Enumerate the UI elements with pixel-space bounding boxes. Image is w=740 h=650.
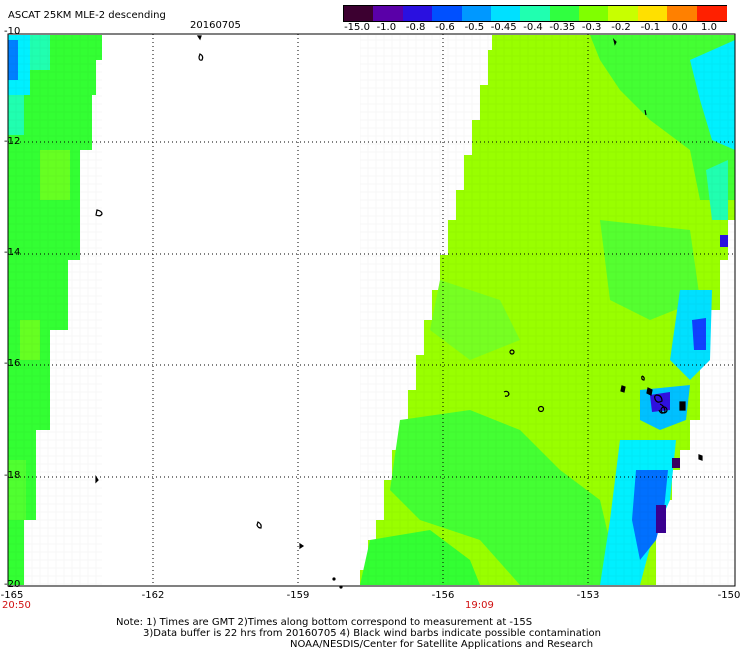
colorbar-segment: [667, 6, 698, 21]
colorbar-segment: [461, 6, 492, 21]
colorbar-segment: [432, 6, 463, 21]
left-swath: [8, 35, 102, 585]
colorbar-label: -15.0: [344, 22, 370, 33]
lat-label: -18: [4, 470, 21, 481]
lon-label: -159: [286, 590, 310, 601]
colorbar-label: 0.0: [671, 22, 688, 33]
note-line-3: NOAA/NESDIS/Center for Satellite Applica…: [290, 639, 594, 650]
lon-label: -162: [141, 590, 165, 601]
colorbar-segment: [549, 6, 580, 21]
lon-label: -150: [717, 590, 740, 601]
lon-label: -165: [0, 590, 24, 601]
colorbar-label: -1.0: [376, 22, 397, 33]
map-frame: [7, 33, 736, 587]
lat-label: -16: [4, 358, 21, 369]
time-center: 19:09: [465, 600, 494, 611]
graticule: [8, 34, 735, 586]
islands: [95, 35, 703, 589]
colorbar-segment: [696, 6, 727, 21]
colorbar-label: -0.45: [490, 22, 517, 33]
colorbar-segment: [520, 6, 551, 21]
product-title: ASCAT 25KM MLE-2 descending: [8, 10, 166, 21]
colorbar-label: -0.1: [640, 22, 661, 33]
colorbar-label: -0.35: [549, 22, 576, 33]
lat-label: -10: [4, 26, 21, 37]
colorbar-label: -0.4: [523, 22, 543, 33]
colorbar-label: -0.6: [435, 22, 455, 33]
colorbar-label: -0.5: [464, 22, 485, 33]
colorbar-segment: [344, 6, 374, 21]
colorbar-label: -0.2: [611, 22, 631, 33]
colorbar-segment: [373, 6, 404, 21]
product-date: 20160705: [190, 20, 241, 31]
lat-label: -20: [4, 579, 21, 590]
colorbar-segment: [402, 6, 433, 21]
right-swath: [360, 35, 735, 585]
colorbar: [343, 5, 727, 22]
lon-label: -156: [431, 590, 455, 601]
lon-label: -153: [576, 590, 600, 601]
time-left: 20:50: [2, 600, 31, 611]
colorbar-segment: [490, 6, 521, 21]
note-line-2: 3)Data buffer is 22 hrs from 20160705 4)…: [143, 628, 601, 639]
lat-label: -14: [4, 247, 21, 258]
colorbar-segment: [637, 6, 668, 21]
colorbar-label: -0.8: [405, 22, 426, 33]
colorbar-segment: [608, 6, 639, 21]
colorbar-label: 1.0: [701, 22, 717, 33]
colorbar-label: -0.3: [581, 22, 602, 33]
colorbar-segment: [579, 6, 610, 21]
note-line-1: Note: 1) Times are GMT 2)Times along bot…: [116, 617, 533, 628]
lat-label: -12: [4, 136, 21, 147]
